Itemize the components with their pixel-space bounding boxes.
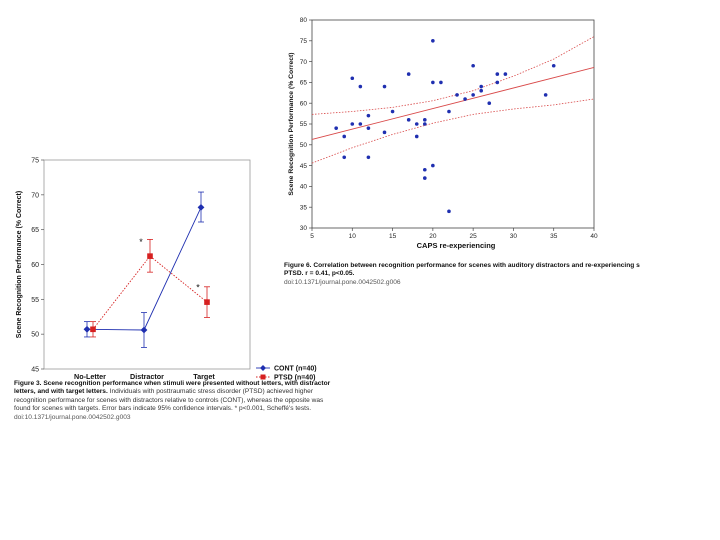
fig6-data-point — [390, 109, 395, 114]
fig6-data-point — [342, 134, 347, 139]
fig6-data-point — [350, 122, 355, 126]
fig6-x-tick-label: 25 — [470, 233, 478, 240]
fig6-y-tick-label: 30 — [300, 225, 308, 232]
fig6-x-tick-label: 40 — [590, 233, 598, 240]
figure6-caption-label: Figure 6. — [284, 262, 312, 269]
fig6-data-point — [479, 84, 484, 89]
fig6-data-point — [382, 130, 387, 135]
fig6-y-tick-label: 75 — [300, 38, 308, 45]
fig6-data-point — [431, 163, 435, 168]
fig6-x-tick-label: 5 — [310, 233, 314, 240]
fig6-data-point — [431, 80, 435, 85]
fig6-data-point — [406, 118, 411, 122]
fig6-y-tick-label: 35 — [300, 204, 308, 211]
figure3-caption-text: Scene recognition performance when stimu… — [14, 380, 331, 396]
fig6-y-tick-label: 40 — [300, 184, 308, 191]
fig6-x-tick-label: 35 — [550, 233, 558, 240]
fig6-data-point — [543, 93, 548, 97]
figure6-caption-text: Correlation between recognition performa… — [313, 262, 640, 269]
fig6-x-tick-label: 30 — [510, 233, 518, 240]
fig6-y-tick-label: 45 — [300, 163, 308, 170]
fig6-x-tick-label: 20 — [429, 233, 437, 240]
fig6-y-axis-label: Scene Recognition Performance (% Correct… — [288, 52, 295, 195]
fig6-data-point — [495, 72, 500, 76]
fig6-plot-frame — [311, 19, 595, 229]
figure3-caption: Figure 3. Scene recognition performance … — [14, 380, 332, 422]
fig6-data-point — [366, 126, 371, 130]
fig6-data-point — [414, 122, 419, 126]
fig6-data-point — [463, 97, 467, 101]
fig6-data-point — [487, 101, 492, 105]
fig6-y-tick-label: 70 — [300, 59, 308, 66]
fig6-data-point — [350, 76, 355, 81]
fig6-x-tick-label: 10 — [349, 233, 357, 240]
fig6-data-point — [447, 109, 451, 114]
fig6-data-point — [431, 39, 435, 43]
fig6-data-point — [366, 113, 371, 118]
fig6-regression-line — [311, 66, 595, 140]
fig6-data-point — [495, 80, 500, 85]
fig6-y-tick-label: 80 — [300, 17, 308, 24]
fig6-data-point — [471, 63, 475, 68]
fig6-ci-lower-line — [311, 98, 595, 164]
figure6-plot-area: 5 10 15 20 25 30 35 40 30 35 40 45 50 55 60 65 70 75 80 CAP… — [288, 17, 598, 250]
fig6-ci-upper-line — [311, 36, 595, 115]
figure6-doi[interactable]: doi:10.1371/journal.pone.0042502.g006 — [284, 278, 401, 286]
fig6-data-point — [423, 176, 427, 180]
fig6-data-point — [334, 126, 338, 130]
fig6-data-point — [358, 122, 363, 126]
fig6-data-point — [447, 209, 451, 214]
fig6-data-point — [342, 155, 347, 160]
fig6-data-point — [439, 80, 443, 85]
figure3-caption-label: Figure 3. — [14, 380, 42, 387]
fig6-data-point — [471, 93, 475, 97]
fig6-y-tick-label: 55 — [300, 121, 308, 128]
fig6-data-point — [358, 84, 363, 89]
figure3-caption-body: Individuals with posttraumatic stress di… — [14, 388, 324, 413]
fig6-y-tick-label: 50 — [300, 142, 308, 149]
fig6-data-point — [503, 72, 508, 76]
fig6-y-tick-label: 60 — [300, 100, 308, 107]
fig6-data-point — [551, 63, 556, 68]
fig6-data-point — [414, 134, 419, 139]
fig6-data-point — [423, 122, 427, 126]
fig6-data-point — [423, 167, 427, 172]
fig6-x-axis-label: CAPS re-experiencing — [417, 241, 496, 250]
figure6-caption: Figure 6. Correlation between recognitio… — [284, 262, 714, 287]
fig6-y-tick-label: 65 — [300, 80, 308, 87]
fig6-data-point — [406, 72, 411, 76]
fig6-x-tick-label: 15 — [389, 233, 397, 240]
figure6-caption-stats: PTSD. r = 0.41, p<0.05. — [284, 270, 355, 278]
fig6-data-point — [366, 155, 371, 160]
fig6-data-point — [479, 88, 484, 93]
fig6-data-point — [423, 118, 427, 122]
figure3-doi[interactable]: doi:10.1371/journal.pone.0042502.g003 — [14, 413, 131, 421]
fig6-data-point — [455, 93, 459, 97]
fig6-data-point — [382, 84, 387, 89]
